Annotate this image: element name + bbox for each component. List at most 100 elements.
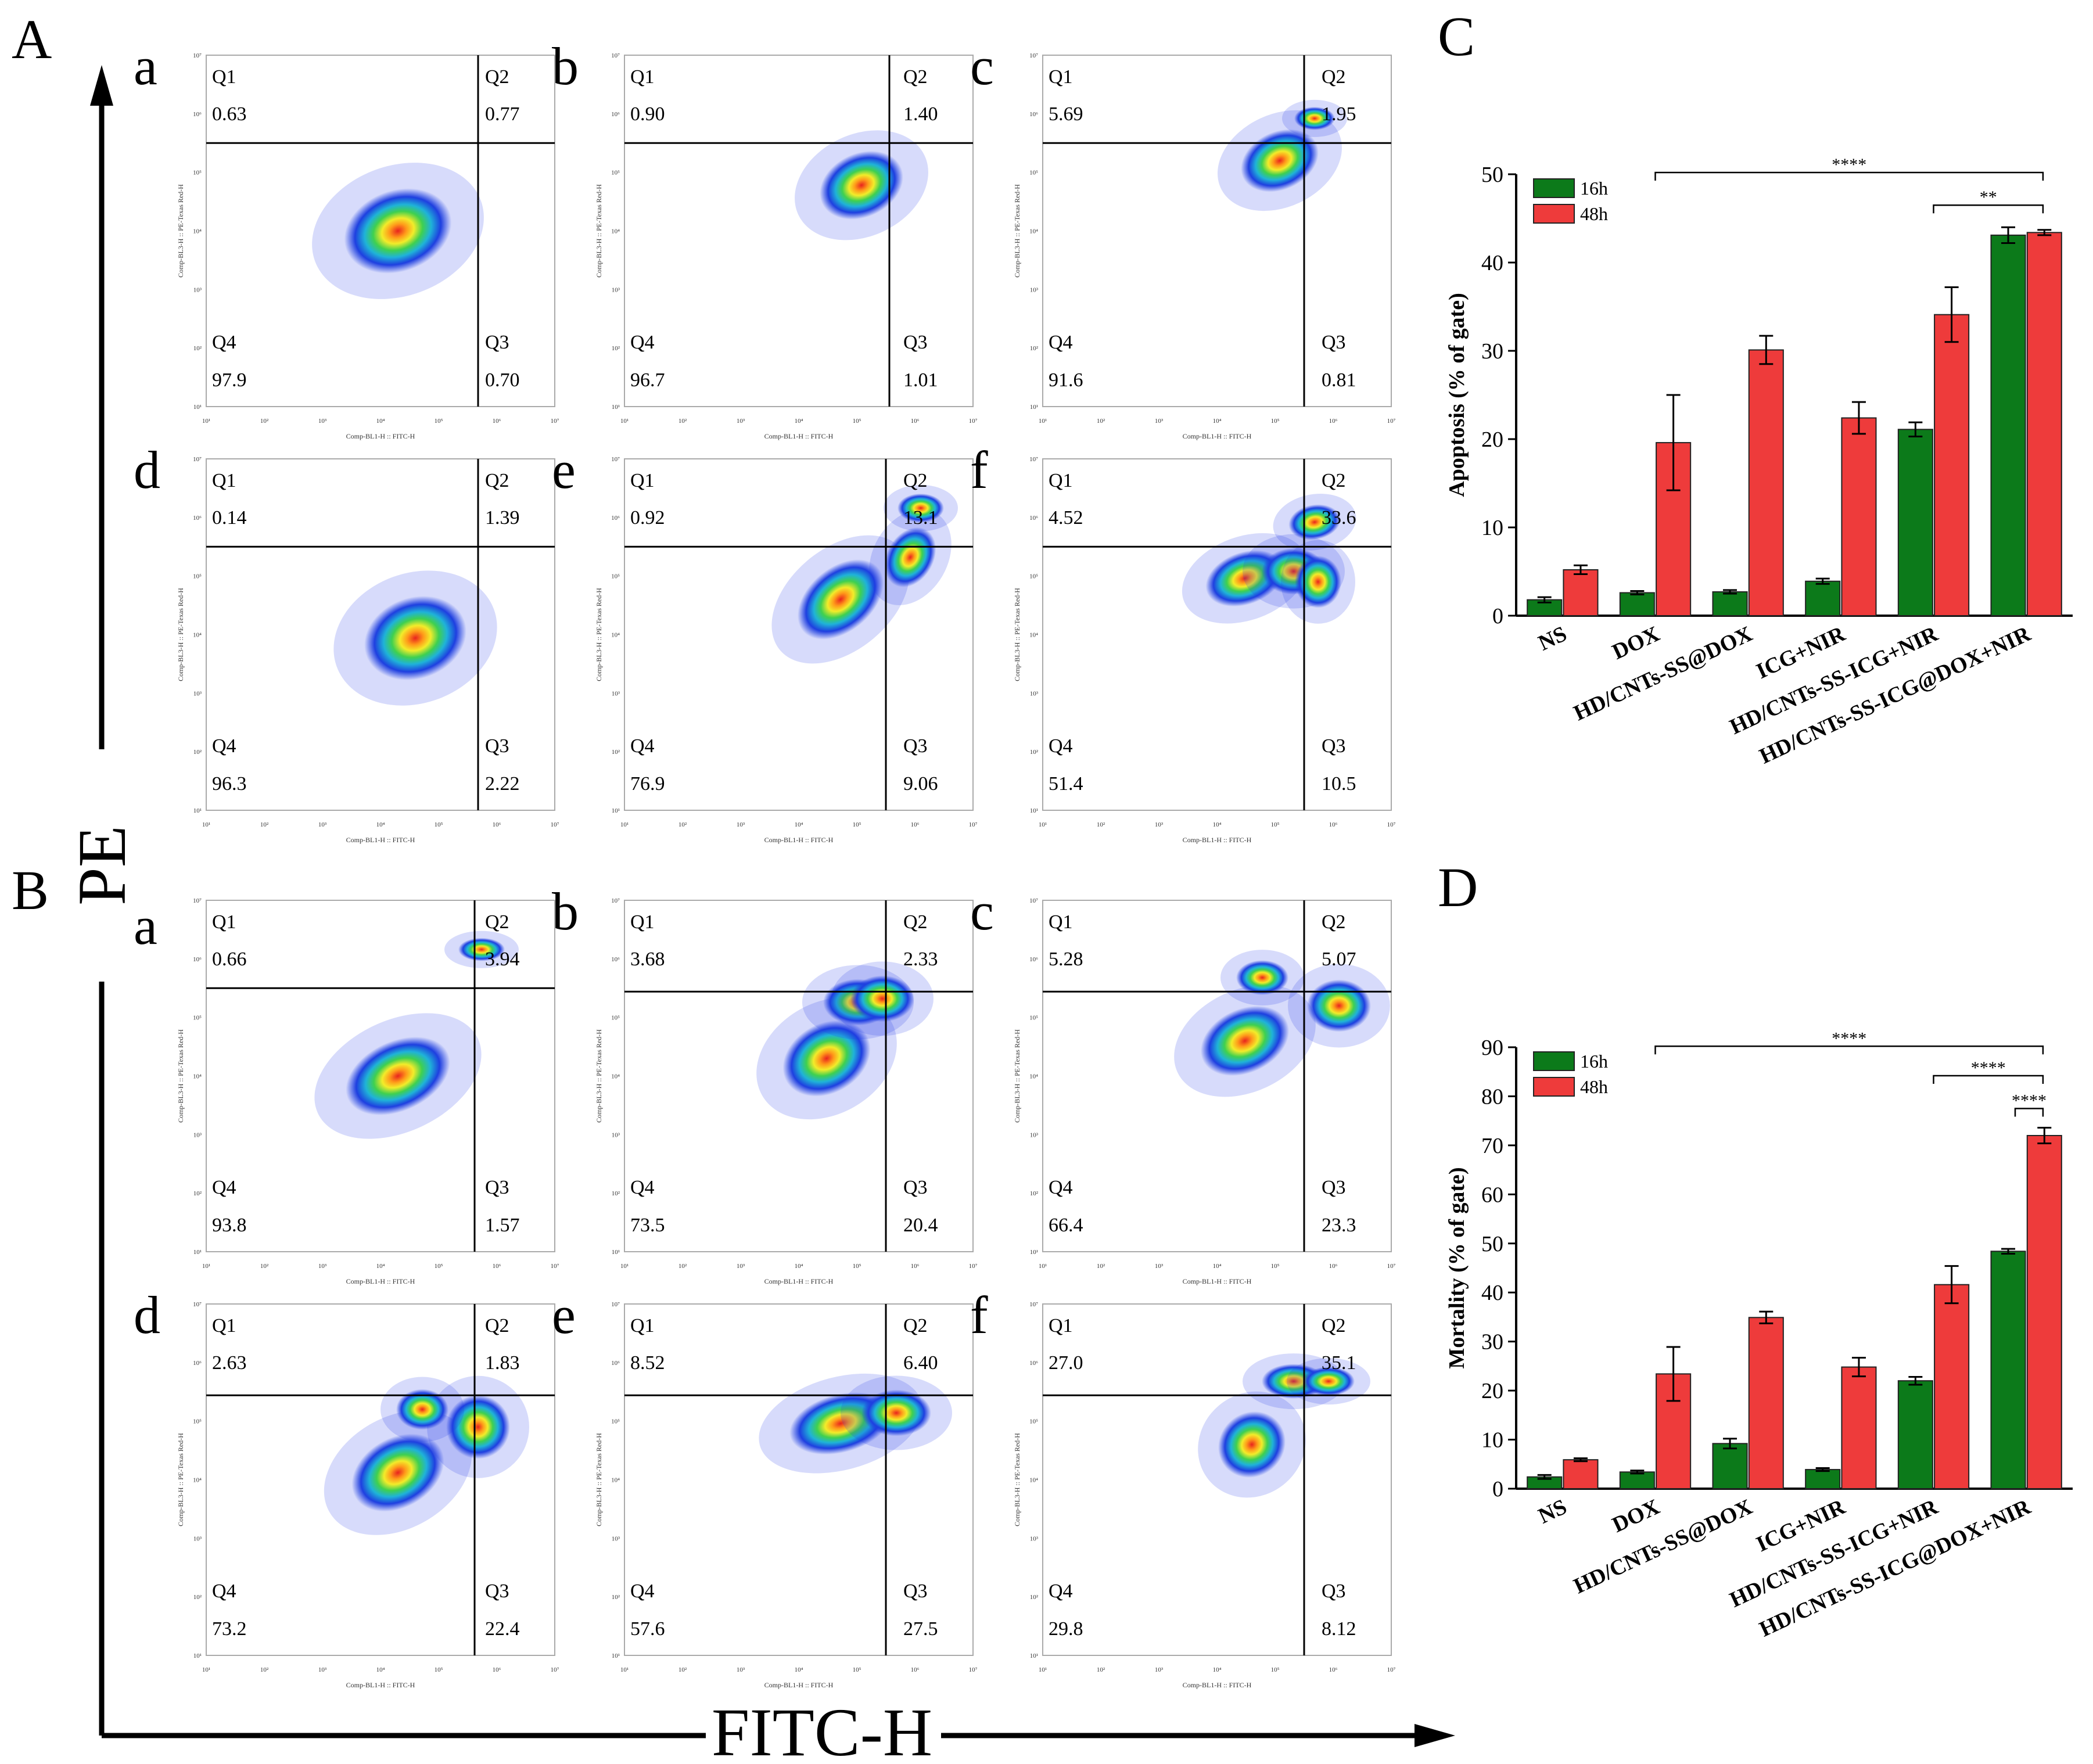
flow-panel-letter: f: [970, 440, 988, 500]
significance-label: ****: [1832, 1029, 1866, 1048]
y-tick-label: 20: [1481, 1379, 1503, 1403]
y-tick-label: 40: [1481, 251, 1503, 275]
y-decade-tick: 10¹: [1030, 1652, 1038, 1659]
quadrant-value-q3: 23.3: [1322, 1215, 1356, 1236]
density-cluster: [850, 975, 914, 1022]
quadrant-label-q1: Q1: [1049, 470, 1073, 491]
quadrant-value-q1: 3.68: [630, 949, 665, 970]
quadrant-value-q3: 20.4: [903, 1215, 938, 1236]
x-decade-tick: 10¹: [620, 1666, 629, 1673]
x-decade-tick: 10⁶: [911, 1666, 920, 1673]
flow-y-axis-title: Comp-BL3-H :: PE-Texas Red-H: [1013, 184, 1021, 278]
y-decade-tick: 10⁷: [193, 1301, 202, 1308]
y-decade-tick: 10³: [193, 1535, 202, 1542]
x-decade-tick: 10⁵: [853, 821, 861, 828]
density-cluster: [1302, 1367, 1355, 1396]
y-decade-tick: 10³: [1030, 690, 1039, 697]
quadrant-value-q1: 0.14: [212, 507, 247, 529]
x-decade-tick: 10²: [1097, 821, 1105, 828]
flow-x-axis-title: Comp-BL1-H :: FITC-H: [1183, 836, 1252, 844]
y-decade-tick: 10²: [1030, 1594, 1039, 1601]
quadrant-label-q1: Q1: [1049, 66, 1073, 88]
y-decade-tick: 10⁴: [193, 1477, 202, 1484]
bar-48h-5: [2026, 232, 2062, 616]
y-tick-label: 70: [1481, 1134, 1503, 1158]
x-decade-tick: 10⁷: [1387, 418, 1396, 425]
quadrant-value-q2: 3.94: [485, 949, 520, 970]
y-decade-tick: 10²: [612, 749, 620, 756]
quadrant-value-q4: 96.7: [630, 369, 665, 391]
x-tick-label: HD/CNTs-SS@DOX: [1570, 621, 1756, 725]
quadrant-value-q3: 2.22: [485, 773, 520, 795]
density-cluster: [458, 937, 505, 961]
quadrant-label-q2: Q2: [485, 911, 509, 933]
quadrant-value-q4: 51.4: [1049, 773, 1083, 795]
y-decade-tick: 10⁶: [611, 111, 620, 118]
quadrant-label-q2: Q2: [485, 1315, 509, 1337]
x-decade-tick: 10⁶: [1329, 821, 1338, 828]
quadrant-label-q2: Q2: [903, 66, 928, 88]
y-tick-label: 10: [1481, 1428, 1503, 1453]
flow-panel-frame: [1042, 1303, 1392, 1656]
x-decade-tick: 10³: [318, 1263, 327, 1270]
density-cluster: [1200, 1005, 1290, 1076]
y-axis-label: Apoptosis (% of gate): [1445, 293, 1469, 497]
density-cluster: [897, 493, 944, 523]
density-cluster: [1241, 129, 1319, 192]
quadrant-label-q3: Q3: [485, 735, 509, 757]
x-decade-tick: 10²: [1097, 1666, 1105, 1673]
quadrant-label-q4: Q4: [212, 1177, 236, 1198]
quadrant-value-q2: 2.33: [903, 949, 938, 970]
x-decade-tick: 10¹: [1039, 418, 1047, 425]
y-decade-tick: 10⁴: [1029, 632, 1038, 639]
x-axis-label: FITC-H: [712, 1694, 932, 1764]
quadrant-value-q1: 0.63: [212, 103, 247, 125]
significance-bracket: [1933, 1075, 2044, 1084]
x-decade-tick: 10⁷: [969, 1263, 978, 1270]
y-tick-label: 30: [1481, 1330, 1503, 1355]
quadrant-value-q4: 66.4: [1049, 1215, 1083, 1236]
x-decade-tick: 10⁵: [1271, 1263, 1280, 1270]
quadrant-value-q4: 76.9: [630, 773, 665, 795]
x-decade-tick: 10⁴: [1213, 1263, 1222, 1270]
density-cluster: [446, 1395, 510, 1459]
y-decade-tick: 10⁴: [611, 228, 620, 235]
bar-48h-0: [1563, 1459, 1599, 1489]
quadrant-value-q3: 10.5: [1322, 773, 1356, 795]
quadrant-value-q2: 1.83: [485, 1352, 520, 1374]
x-decade-tick: 10¹: [620, 1263, 629, 1270]
y-decade-tick: 10³: [193, 690, 202, 697]
y-decade-tick: 10³: [612, 286, 620, 293]
x-decade-tick: 10⁵: [1271, 1666, 1280, 1673]
quadrant-label-q1: Q1: [212, 66, 236, 88]
flow-x-axis-title: Comp-BL1-H :: FITC-H: [346, 432, 415, 440]
quadrant-value-q3: 0.70: [485, 369, 520, 391]
y-decade-tick: 10³: [1030, 286, 1039, 293]
y-tick-label: 50: [1481, 163, 1503, 187]
quadrant-value-q4: 29.8: [1049, 1618, 1083, 1640]
x-decade-tick: 10⁷: [1387, 1666, 1396, 1673]
flow-y-axis-title: Comp-BL3-H :: PE-Texas Red-H: [1013, 588, 1021, 681]
y-decade-tick: 10⁷: [611, 52, 620, 59]
bar-chart-D: 0 10 20 30 40 50 60 70 80 90 Mortality (% of gate)…: [1445, 1029, 2073, 1642]
x-decade-tick: 10³: [737, 821, 745, 828]
y-decade-tick: 10⁵: [1029, 1015, 1038, 1022]
y-decade-tick: 10¹: [193, 1249, 202, 1256]
flow-panel-letter: e: [552, 1285, 576, 1345]
flow-x-axis-title: Comp-BL1-H :: FITC-H: [764, 836, 834, 844]
x-axis-arrow-head: [1415, 1724, 1455, 1747]
flow-panel-letter: e: [552, 440, 576, 500]
y-decade-tick: 10²: [612, 345, 620, 352]
y-decade-tick: 10¹: [1030, 807, 1038, 814]
quadrant-label-q3: Q3: [1322, 735, 1346, 757]
y-decade-tick: 10³: [612, 1131, 620, 1138]
bar-chart-C: 0 10 20 30 40 50 Apoptosis (% of gate) NS DOXHD/…: [1445, 155, 2073, 769]
bar-48h-3: [1841, 1366, 1877, 1490]
density-cluster: [346, 1036, 450, 1116]
y-tick-label: 10: [1481, 516, 1503, 540]
x-decade-tick: 10⁵: [1271, 418, 1280, 425]
x-decade-tick: 10⁷: [551, 1666, 559, 1673]
y-decade-tick: 10⁴: [611, 1073, 620, 1080]
